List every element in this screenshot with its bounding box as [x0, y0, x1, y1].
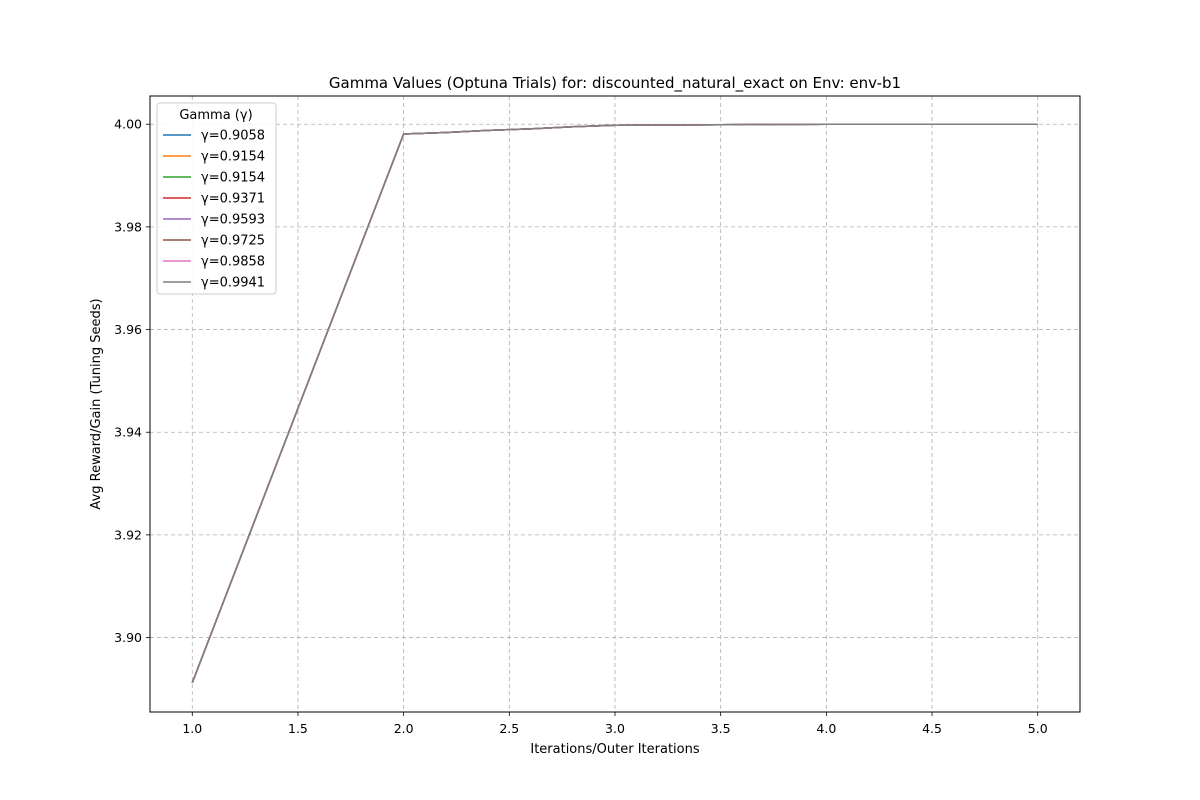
- grid: [150, 96, 1080, 712]
- x-tick-label: 4.0: [816, 721, 836, 736]
- legend-label: γ=0.9858: [201, 255, 265, 270]
- x-tick-label: 1.0: [182, 721, 202, 736]
- y-axis-ticks: 3.90 3.92 3.94 3.96 3.98 4.00: [114, 117, 150, 645]
- legend-box: [156, 102, 277, 295]
- legend-label: γ=0.9941: [201, 276, 265, 291]
- x-tick-label: 2.0: [394, 721, 414, 736]
- x-tick-label: 1.5: [288, 721, 308, 736]
- y-axis-label: Avg Reward/Gain (Tuning Seeds): [89, 298, 104, 509]
- legend-title: Gamma (γ): [179, 108, 252, 123]
- x-tick-label: 3.0: [605, 721, 625, 736]
- y-tick-label: 3.92: [114, 527, 142, 542]
- y-tick-label: 3.98: [114, 219, 142, 234]
- legend-label: γ=0.9154: [201, 150, 265, 165]
- legend-label: γ=0.9058: [201, 129, 265, 144]
- x-tick-label: 5.0: [1028, 721, 1048, 736]
- legend-label: γ=0.9593: [201, 213, 265, 228]
- series-lines: [191, 123, 1038, 684]
- x-axis-label: Iterations/Outer Iterations: [530, 742, 699, 757]
- y-tick-label: 4.00: [114, 117, 142, 132]
- x-tick-label: 3.5: [711, 721, 731, 736]
- x-axis-ticks: 1.0 1.5 2.0 2.5 3.0 3.5 4.0 4.5 5.0: [182, 712, 1048, 736]
- legend-label: γ=0.9725: [201, 234, 265, 249]
- y-tick-label: 3.96: [114, 322, 142, 337]
- y-tick-label: 3.94: [114, 425, 142, 440]
- series-line: [191, 123, 1038, 684]
- legend-label: γ=0.9154: [201, 171, 265, 186]
- y-tick-label: 3.90: [114, 630, 142, 645]
- chart-title: Gamma Values (Optuna Trials) for: discou…: [329, 74, 901, 93]
- x-tick-label: 4.5: [922, 721, 942, 736]
- legend: Gamma (γ) γ=0.9058 γ=0.9154 γ=0.9154 γ=0.93…: [156, 102, 277, 295]
- legend-label: γ=0.9371: [201, 192, 265, 207]
- x-tick-label: 2.5: [499, 721, 519, 736]
- legend-entries: γ=0.9058 γ=0.9154 γ=0.9154 γ=0.9371 γ=0.9593…: [163, 129, 265, 291]
